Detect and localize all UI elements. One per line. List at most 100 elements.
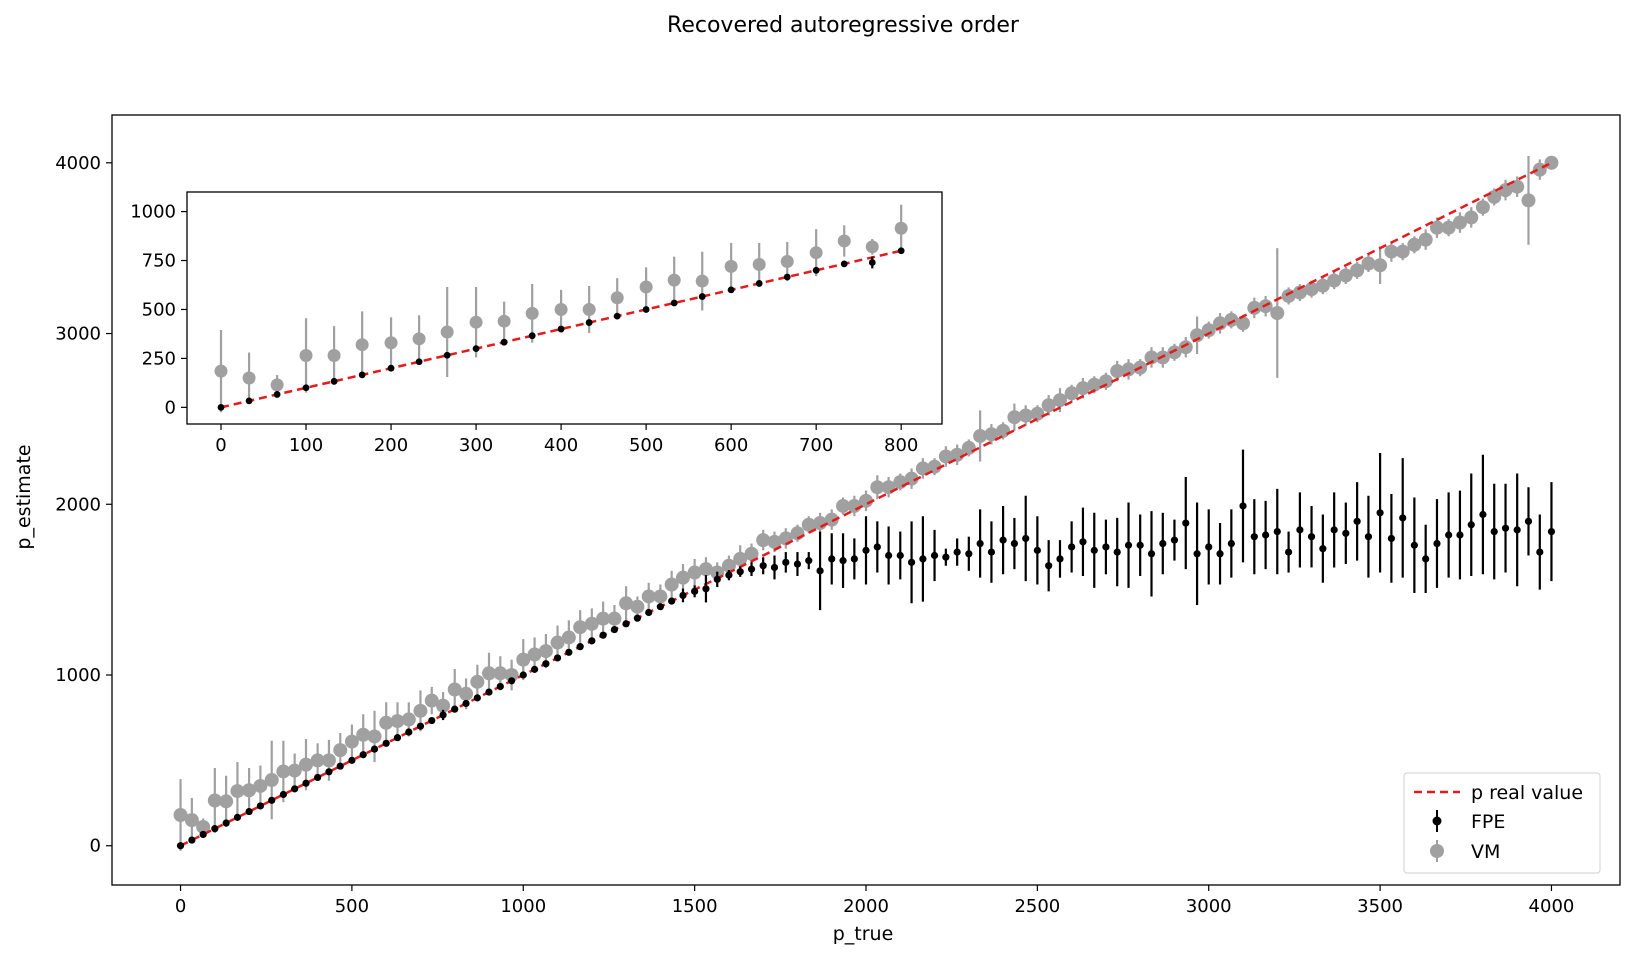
main-x-tick-label: 1000 [500,896,546,917]
inset-vm-point [809,246,823,260]
main-fpe-point [1353,517,1361,525]
main-vm-point [470,674,485,689]
main-fpe-point [1170,536,1179,544]
main-fpe-point [965,550,973,558]
main-vm-point [1350,263,1365,278]
main-fpe-point [1284,548,1293,556]
main-fpe-point [325,768,333,776]
inset-x-tick-label: 600 [714,435,748,456]
legend-label-line: p real value [1471,782,1583,804]
inset-fpe-point [387,364,395,372]
main-fpe-point [405,728,413,736]
inset-y-tick-label: 0 [165,397,176,418]
main-fpe-point [530,665,539,673]
main-fpe-point [188,836,196,844]
main-vm-point [1441,220,1456,235]
inset-fpe-point [302,384,310,392]
main-fpe-point [633,614,642,622]
main-fpe-point [496,682,504,691]
main-vm-point [1052,393,1067,408]
main-vm-point [721,558,736,573]
main-vm-point [1361,256,1376,271]
main-vm-point [287,763,302,778]
main-x-tick-label: 1500 [672,896,718,917]
inset-fpe-point [755,280,763,287]
main-fpe-point [850,555,858,563]
main-vm-point [538,644,553,659]
main-vm-point [1418,232,1433,247]
main-vm-point [641,589,656,604]
main-y-tick-label: 3000 [55,324,101,345]
main-vm-point [984,427,999,442]
inset-fpe-point [500,338,508,346]
main-fpe-point [256,802,265,810]
main-vm-point [1030,406,1045,421]
main-fpe-point [736,568,744,576]
main-vm-point [367,729,382,744]
main-fpe-point [1445,531,1453,539]
main-x-tick-label: 3500 [1357,896,1403,917]
main-fpe-point [233,813,242,821]
main-vm-point [242,783,257,798]
main-fpe-point [1410,541,1418,549]
main-vm-point [207,793,222,808]
main-fpe-point [428,716,436,725]
inset-vm-point [270,378,284,392]
main-vm-point [1087,377,1102,392]
y-axis-label: p_estimate [13,444,35,549]
inset-fpe-point [217,403,225,411]
main-fpe-point [382,739,390,747]
inset-fpe-point [897,247,905,255]
main-fpe-point [862,546,870,554]
main-fpe-point [451,705,459,713]
main-vm-point [744,546,759,561]
main-fpe-point [691,587,699,595]
main-fpe-point [839,557,847,565]
main-fpe-point [1159,539,1167,548]
main-fpe-point [793,560,802,568]
inset-fpe-point [840,260,848,268]
main-fpe-point [1296,526,1304,534]
inset-fpe-point [358,371,366,379]
inset-x-tick-label: 100 [289,435,323,456]
main-vm-point [219,794,234,809]
inset-fpe-point [330,377,338,385]
main-vm-point [801,517,816,532]
inset-vm-point [780,255,794,269]
main-vm-point [504,668,519,682]
main-vm-point [1544,155,1559,170]
main-fpe-point [1490,527,1498,536]
main-fpe-point [1376,509,1384,517]
main-vm-point [401,712,416,727]
main-x-tick-label: 500 [335,896,369,917]
main-vm-point [1521,193,1536,208]
main-vm-point [607,611,622,626]
main-fpe-point [885,551,893,560]
main-vm-point [1144,350,1159,365]
main-fpe-point [1330,526,1338,534]
inset-vm-point [724,259,738,273]
inset-y-tick-label: 750 [142,251,176,272]
main-fpe-point [279,790,287,799]
main-vm-point [436,698,451,713]
main-vm-point [1395,244,1410,259]
inset-y-tick-label: 500 [142,299,176,320]
main-vm-point [253,778,268,793]
main-fpe-point [1227,539,1235,548]
main-vm-point [950,447,965,462]
inset-fpe-point [245,397,253,405]
main-vm-point [493,666,508,681]
main-vm-point [767,534,782,549]
main-fpe-point [873,543,881,551]
main-vm-point [1121,362,1136,377]
main-fpe-point [759,562,767,570]
main-vm-point [184,813,199,828]
main-fpe-point [702,585,710,593]
main-fpe-point [268,796,276,804]
main-fpe-point [1079,538,1087,546]
main-fpe-point [565,648,573,656]
main-fpe-point [828,555,836,563]
main-vm-point [938,449,953,464]
main-fpe-point [782,558,790,566]
main-vm-point [1292,285,1307,300]
